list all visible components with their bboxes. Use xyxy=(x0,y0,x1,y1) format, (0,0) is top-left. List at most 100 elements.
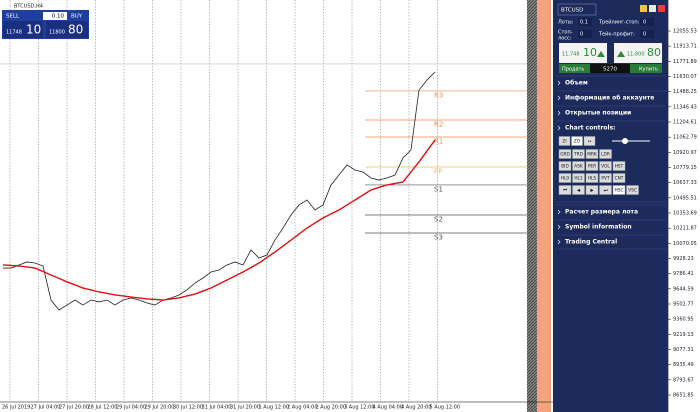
section-title[interactable]: Trading Central xyxy=(565,239,617,246)
control-button[interactable] xyxy=(558,136,571,146)
icon[interactable] xyxy=(649,5,656,12)
control-label[interactable]: ▶ xyxy=(590,189,594,194)
control-label[interactable]: HLS xyxy=(588,176,597,182)
section-title[interactable]: Информация об аккаунте xyxy=(565,95,654,102)
tp[interactable]: 0 xyxy=(643,32,646,38)
control-label[interactable]: ⏮ xyxy=(563,189,567,194)
lots[interactable]: 0.1 xyxy=(580,20,588,26)
control-label[interactable]: BID xyxy=(561,164,569,170)
trade-panel: BTCUSD,H4 SELL 0.10 BUY 11748 10 11800 8… xyxy=(2,4,89,39)
symbol[interactable]: BTCUSD xyxy=(561,8,583,14)
lot-field[interactable] xyxy=(43,12,67,20)
buy-price[interactable]: 11,800 xyxy=(627,52,645,58)
control-button[interactable] xyxy=(585,185,599,195)
control-label[interactable]: VSC xyxy=(628,188,637,194)
y-tick-label: 11204.61 xyxy=(673,119,697,125)
control-button[interactable] xyxy=(558,149,572,159)
control-button[interactable] xyxy=(599,185,612,195)
buy-button[interactable] xyxy=(614,43,662,63)
buy-button[interactable] xyxy=(46,21,88,38)
icon[interactable] xyxy=(640,5,647,12)
control-label[interactable]: LDR xyxy=(601,152,610,158)
symbol-select[interactable] xyxy=(557,3,597,16)
control-button[interactable] xyxy=(558,173,572,183)
control-label[interactable]: MRK xyxy=(587,152,597,158)
y-tick-label: 9928.23 xyxy=(673,256,694,262)
control-label[interactable]: HSC xyxy=(615,188,624,194)
sell-price-big[interactable]: 10 xyxy=(583,46,597,59)
x-tick-label: 30 Jul 12:00 xyxy=(173,405,203,411)
control-label[interactable]: HL1 xyxy=(574,176,583,182)
control-label[interactable]: ASK xyxy=(574,164,583,170)
sell-button[interactable] xyxy=(3,21,43,38)
control-button[interactable] xyxy=(585,149,599,159)
slider-knob[interactable] xyxy=(622,138,628,144)
control-label[interactable]: ⏭ xyxy=(604,189,608,194)
control-button[interactable] xyxy=(572,173,585,183)
control-label[interactable]: ZI xyxy=(562,139,566,145)
control-button[interactable] xyxy=(572,185,585,195)
sl[interactable]: 0 xyxy=(580,32,583,38)
control-label[interactable]: VOL xyxy=(601,164,610,170)
sell-price[interactable]: 11,748 xyxy=(562,52,580,58)
pivot-label: S3 xyxy=(434,233,443,241)
section-title[interactable]: Расчет размера лота xyxy=(565,209,638,216)
ask-prefix: 11800 xyxy=(49,30,65,36)
sell-button[interactable] xyxy=(559,43,607,63)
trailing-field[interactable] xyxy=(640,18,654,26)
control-button[interactable] xyxy=(612,173,626,183)
x-tick-label: 5 Aug 12:00 xyxy=(430,405,461,411)
up-arrow xyxy=(617,51,625,57)
section-title[interactable]: Symbol information xyxy=(565,224,632,231)
control-label[interactable]: ◀ xyxy=(577,189,581,194)
control-label[interactable]: GRD xyxy=(560,152,570,158)
icon[interactable] xyxy=(658,5,665,12)
chevron xyxy=(557,224,561,230)
sell-label[interactable]: SELL xyxy=(6,14,20,20)
tp-field[interactable] xyxy=(640,30,654,38)
y-tick-label: 9360.95 xyxy=(673,317,694,323)
control-label[interactable]: HL0 xyxy=(561,176,570,182)
control-button[interactable] xyxy=(585,161,599,171)
pivot-label: S1 xyxy=(434,185,443,193)
sell-text[interactable]: Продать xyxy=(562,67,584,73)
control-button[interactable] xyxy=(585,173,599,183)
control-label[interactable]: HST xyxy=(615,164,624,170)
chevron xyxy=(557,80,561,86)
trailing[interactable]: 0 xyxy=(643,20,646,26)
x-tick-label: 4 Aug 20:00 xyxy=(401,405,432,411)
lots-field[interactable] xyxy=(578,18,592,26)
control-button[interactable] xyxy=(626,185,639,195)
control-label[interactable]: ZO xyxy=(574,139,581,145)
y-tick-label: 9502.77 xyxy=(673,302,694,308)
control-label[interactable]: PVT xyxy=(601,176,610,182)
control-button[interactable] xyxy=(572,149,585,159)
control-button[interactable] xyxy=(572,161,585,171)
control-button[interactable] xyxy=(599,149,612,159)
control-button[interactable] xyxy=(558,185,572,195)
section-title[interactable]: Открытые позиции xyxy=(565,110,631,117)
ask-big: 80 xyxy=(68,23,83,37)
control-label[interactable]: PER xyxy=(588,164,596,170)
sl-field[interactable] xyxy=(578,30,592,38)
control-label[interactable]: CNT xyxy=(615,176,624,182)
control-button[interactable] xyxy=(583,136,596,146)
section-title[interactable]: Объем xyxy=(565,80,588,87)
buy-label[interactable]: BUY xyxy=(71,14,83,20)
control-button[interactable] xyxy=(599,161,612,171)
x-tick-label: 26 Jul 2019 xyxy=(2,405,30,411)
x-tick-label: 31 Jul 04:00 xyxy=(202,405,232,411)
lot-value[interactable]: 0.10 xyxy=(52,14,65,20)
control-button[interactable] xyxy=(571,136,583,146)
control-label[interactable]: ↔ xyxy=(588,140,592,145)
buy-price-big[interactable]: 80 xyxy=(647,46,661,59)
control-button[interactable] xyxy=(558,161,572,171)
control-button[interactable] xyxy=(612,185,626,195)
chevron xyxy=(557,209,561,215)
x-tick-label: 29 Jul 04:00 xyxy=(116,405,146,411)
control-label[interactable]: TRD xyxy=(573,152,584,158)
buy-text[interactable]: Купить xyxy=(639,67,658,73)
control-button[interactable] xyxy=(599,173,612,183)
control-button[interactable] xyxy=(612,161,626,171)
